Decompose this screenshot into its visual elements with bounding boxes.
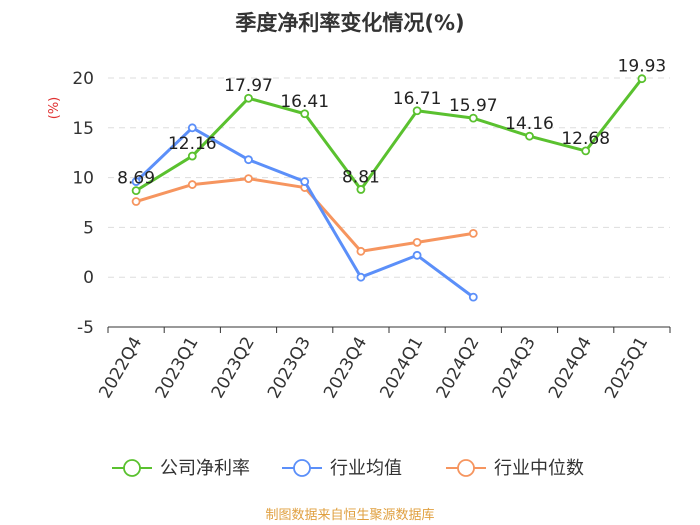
x-tick-label: 2023Q1 [152,334,203,402]
legend: 公司净利率 行业均值 行业中位数 [112,458,584,479]
data-point [244,155,253,165]
data-label: 12.16 [168,134,217,154]
grid-lines [108,77,670,328]
x-tick-label: 2023Q3 [264,334,315,402]
data-label: 12.68 [561,129,610,149]
y-tick-label: 10 [72,169,94,189]
data-label: 8.81 [342,167,380,187]
y-axis-unit-label: (%) [47,97,62,120]
data-point [131,197,141,206]
data-point [187,123,197,133]
x-tick-label: 2024Q4 [545,334,596,402]
data-label: 14.16 [505,114,554,134]
y-tick-label: 0 [83,268,94,288]
y-tick-label: 20 [72,69,94,89]
data-label: 17.97 [224,76,273,96]
x-tick-label: 2025Q1 [601,334,652,402]
legend-label: 行业中位数 [494,458,584,479]
x-tick-label: 2024Q1 [376,334,427,402]
data-point [244,93,253,103]
data-point [300,177,310,186]
data-point [412,250,422,260]
data-point [637,74,647,84]
data-label: 19.93 [618,57,667,77]
data-label: 15.97 [449,96,498,116]
data-point [581,146,591,156]
data-point [525,131,534,141]
data-point [356,185,366,194]
data-point [187,151,197,161]
data-point [300,109,310,119]
source-note: 制图数据来自恒生聚源数据库 [265,507,434,523]
data-label: 16.41 [280,92,329,112]
data-point [412,106,422,116]
data-point [131,177,141,186]
data-label: 16.71 [393,89,442,109]
series-lines [131,74,647,302]
y-tick-label: 15 [72,119,94,139]
legend-label: 行业均值 [330,458,402,479]
x-tick-label: 2023Q2 [208,334,259,402]
data-labels: 8.69 12.16 17.97 16.41 8.81 16.71 15.97 14.16 12… [117,57,666,189]
legend-marker [123,459,141,477]
series-line [135,77,644,192]
data-point [468,292,478,302]
data-point [468,113,478,123]
legend-marker [293,459,311,477]
data-point [468,228,478,238]
y-axis-ticks: -5 0 5 10 15 20 [72,69,94,338]
legend-marker [457,459,475,477]
y-tick-label: -5 [77,318,94,338]
chart-title: 季度净利率变化情况(%) [235,11,464,35]
x-tick-label: 2024Q2 [433,334,484,402]
data-point [131,186,141,196]
data-point [356,246,366,256]
data-point [187,180,197,189]
data-point [356,272,366,282]
data-point [412,237,422,247]
data-label: 8.69 [117,169,155,189]
x-tick-label: 2022Q4 [95,334,146,402]
data-point [244,174,253,183]
x-tick-label: 2023Q4 [320,334,371,402]
legend-label: 公司净利率 [160,458,250,479]
x-axis: 2022Q4 2023Q1 2023Q2 2023Q3 2023Q4 2024Q1 2024… [95,326,671,402]
x-tick-label: 2024Q3 [489,334,540,402]
y-tick-label: 5 [83,218,94,238]
